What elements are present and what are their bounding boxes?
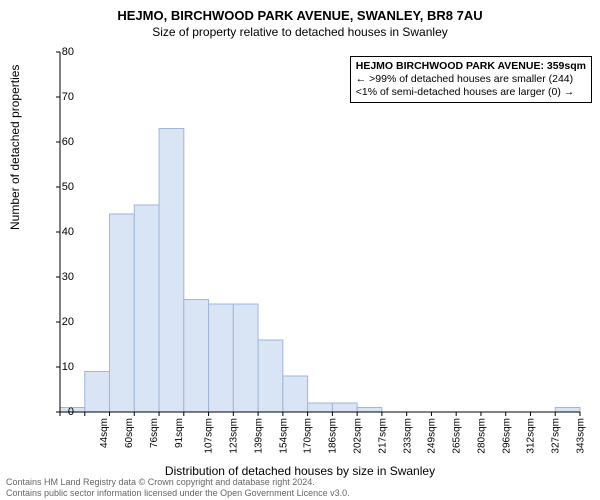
- x-tick-label: 280sqm: [476, 418, 487, 454]
- x-tick-label: 107sqm: [204, 418, 215, 454]
- attribution-line2: Contains public sector information licen…: [6, 488, 350, 498]
- x-tick-label: 265sqm: [452, 418, 463, 454]
- y-tick-label: 60: [62, 136, 74, 148]
- y-tick-label: 20: [62, 316, 74, 328]
- chart-subtitle: Size of property relative to detached ho…: [0, 23, 600, 39]
- x-tick-label: 249sqm: [427, 418, 438, 454]
- x-tick-label: 154sqm: [278, 418, 289, 454]
- x-tick-label: 76sqm: [149, 418, 160, 448]
- attribution: Contains HM Land Registry data © Crown c…: [6, 477, 350, 498]
- y-tick-label: 10: [62, 361, 74, 373]
- x-tick-label: 202sqm: [353, 418, 364, 454]
- y-tick-label: 80: [62, 46, 74, 58]
- legend-box: HEJMO BIRCHWOOD PARK AVENUE: 359sqm ← >9…: [350, 56, 592, 103]
- histogram-svg: [60, 52, 580, 412]
- x-tick-label: 44sqm: [99, 418, 110, 448]
- y-axis-label: Number of detached properties: [8, 65, 22, 230]
- x-tick-label: 312sqm: [526, 418, 537, 454]
- x-tick-label: 186sqm: [328, 418, 339, 454]
- y-tick-label: 40: [62, 226, 74, 238]
- x-tick-label: 170sqm: [303, 418, 314, 454]
- y-tick-label: 30: [62, 271, 74, 283]
- legend-title: HEJMO BIRCHWOOD PARK AVENUE: 359sqm: [356, 60, 586, 73]
- x-tick-label: 327sqm: [551, 418, 562, 454]
- y-tick-label: 70: [62, 91, 74, 103]
- plot-area: [60, 52, 580, 412]
- x-tick-label: 123sqm: [229, 418, 240, 454]
- chart-title: HEJMO, BIRCHWOOD PARK AVENUE, SWANLEY, B…: [0, 0, 600, 23]
- chart-container: HEJMO, BIRCHWOOD PARK AVENUE, SWANLEY, B…: [0, 0, 600, 500]
- x-tick-label: 296sqm: [501, 418, 512, 454]
- x-tick-label: 139sqm: [254, 418, 265, 454]
- x-tick-label: 60sqm: [124, 418, 135, 448]
- x-tick-label: 91sqm: [174, 418, 185, 448]
- x-tick-label: 343sqm: [575, 418, 586, 454]
- y-tick-label: 50: [62, 181, 74, 193]
- x-tick-label: 217sqm: [377, 418, 388, 454]
- x-tick-label: 233sqm: [402, 418, 413, 454]
- y-tick-label: 0: [68, 406, 74, 418]
- legend-line1: ← >99% of detached houses are smaller (2…: [356, 73, 586, 86]
- x-axis-label: Distribution of detached houses by size …: [0, 464, 600, 478]
- attribution-line1: Contains HM Land Registry data © Crown c…: [6, 477, 350, 487]
- legend-line2: <1% of semi-detached houses are larger (…: [356, 86, 586, 99]
